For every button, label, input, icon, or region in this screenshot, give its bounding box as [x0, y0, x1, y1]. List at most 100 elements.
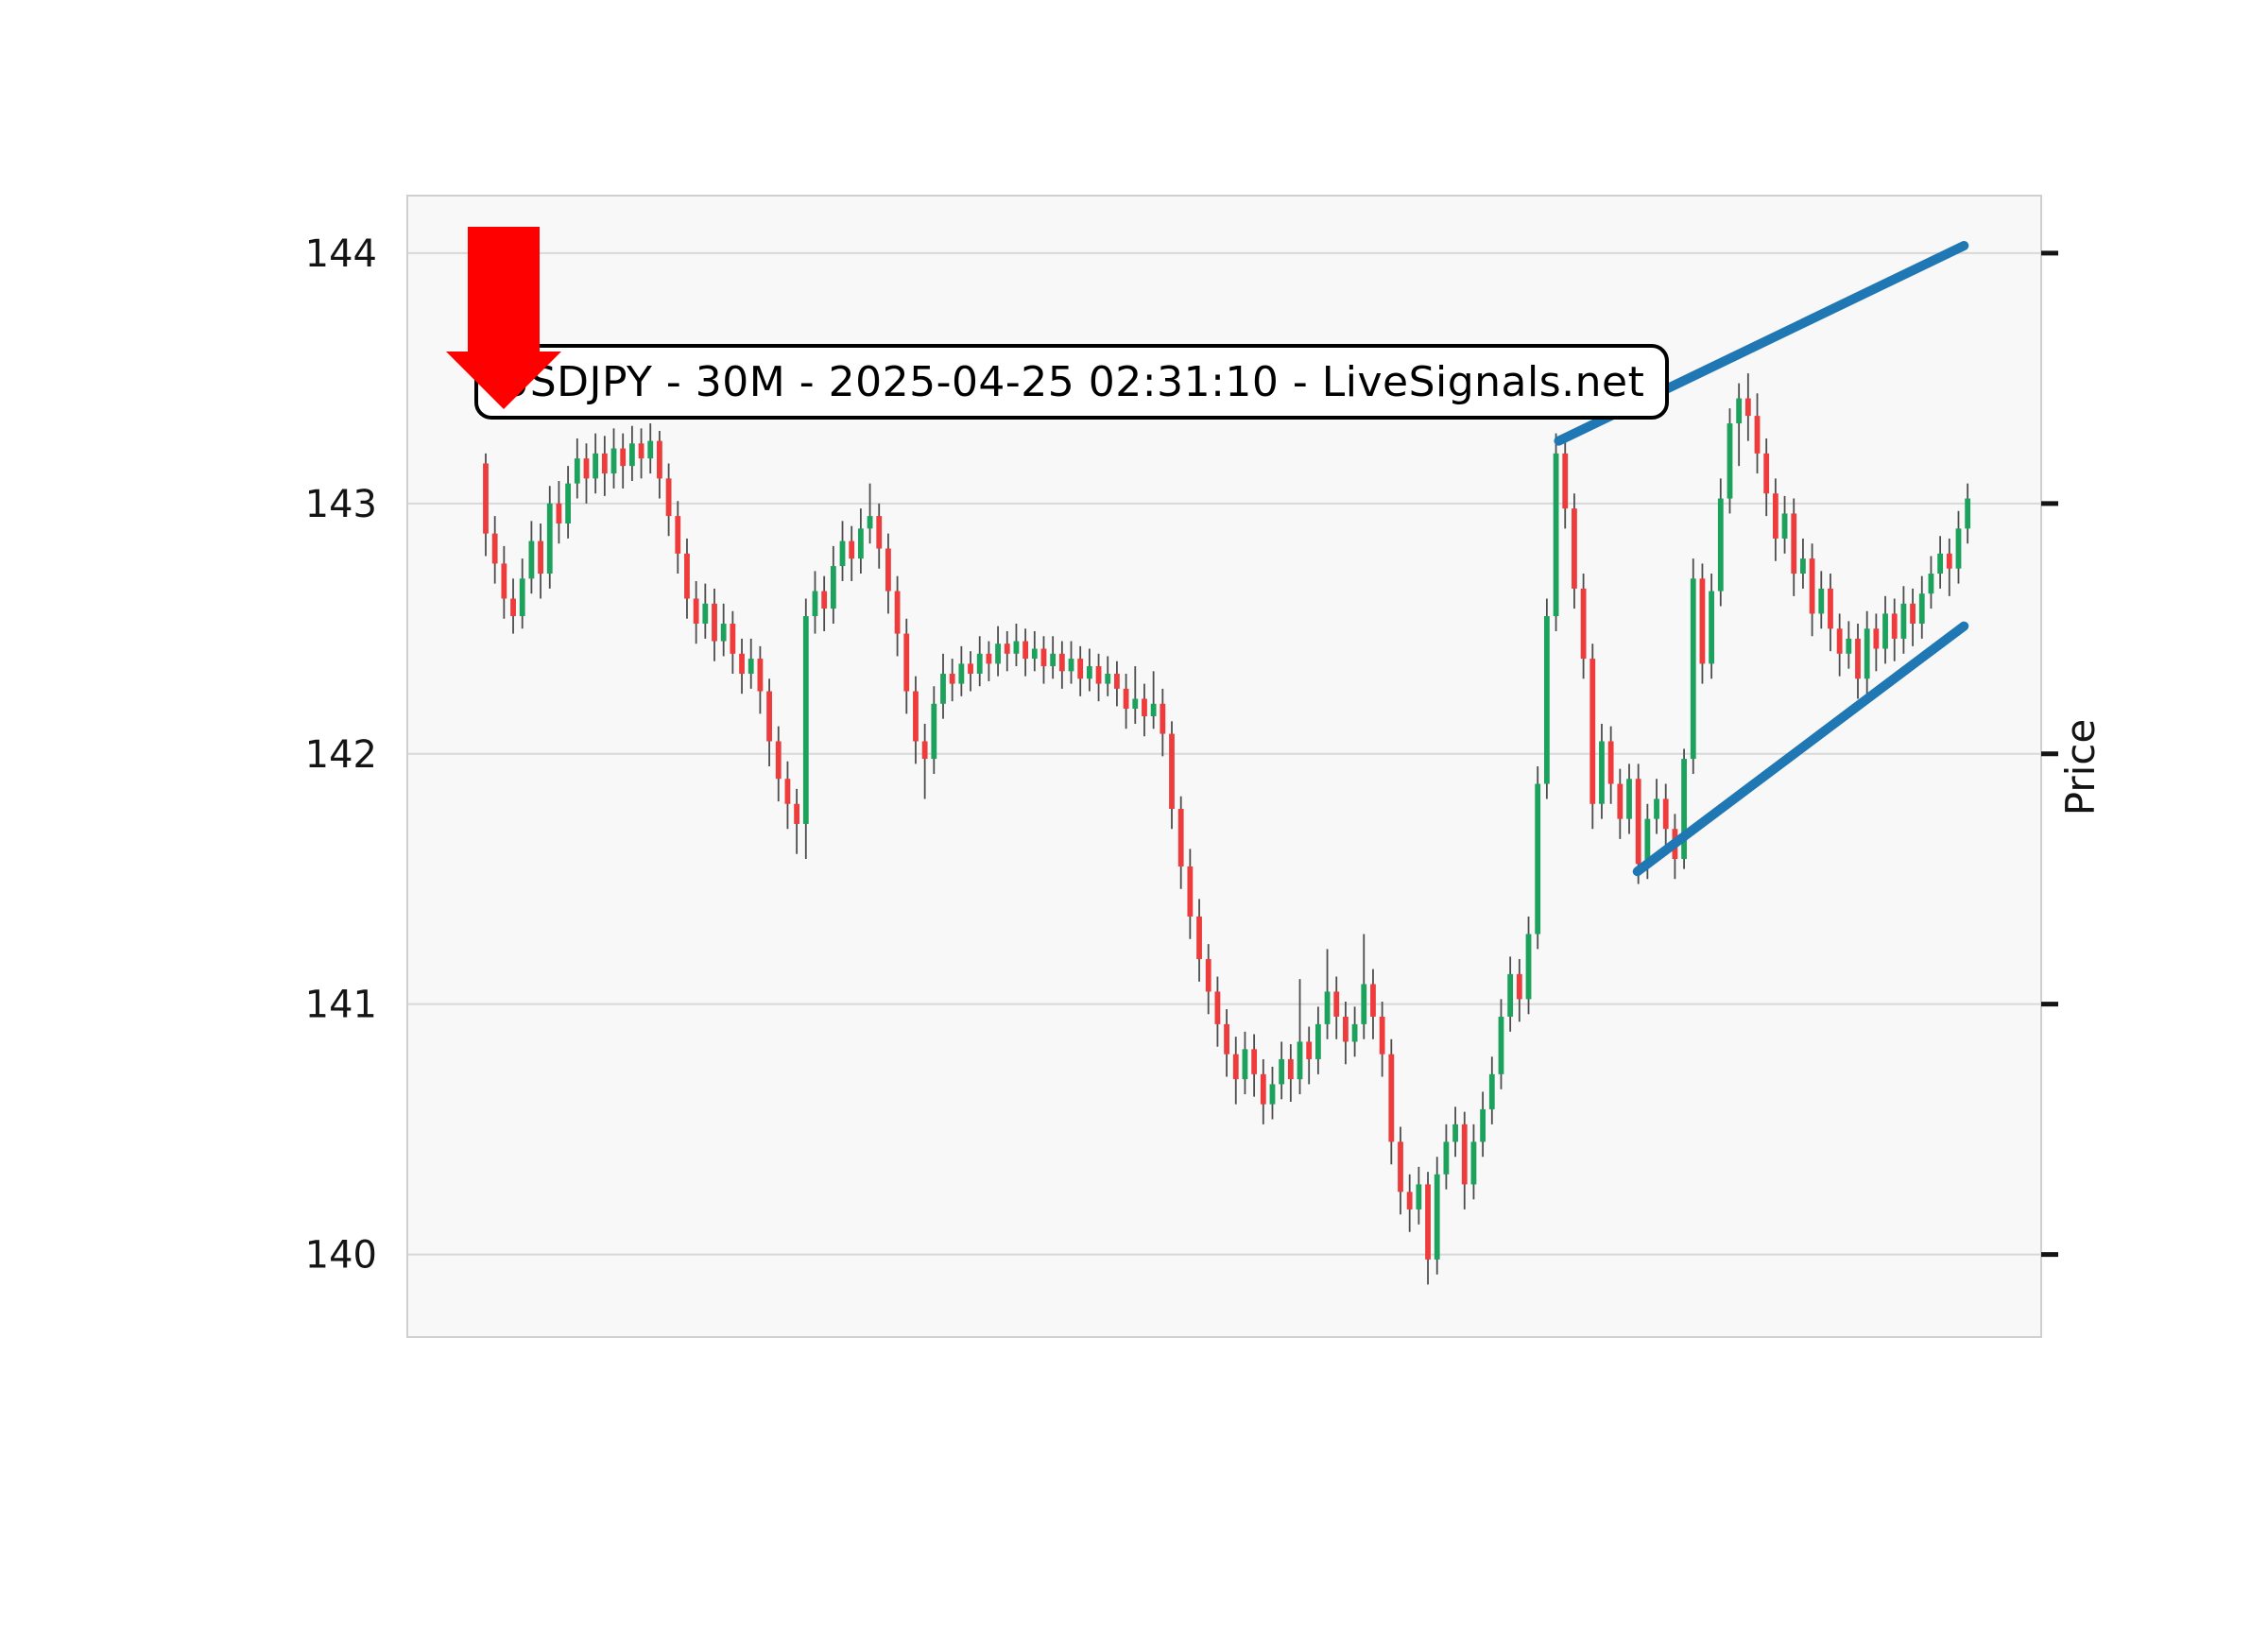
candle-body-up — [1105, 673, 1111, 684]
candle-body-down — [849, 540, 855, 559]
candle-body-down — [1461, 1124, 1468, 1185]
candle-body-up — [1498, 1016, 1504, 1074]
candle-body-up — [1507, 973, 1514, 1017]
candle-body-up — [1013, 641, 1020, 654]
candle-body-down — [538, 540, 543, 575]
candle-body-up — [1900, 603, 1907, 639]
candle-body-down — [1232, 1054, 1239, 1080]
candle-body-down — [1635, 779, 1641, 865]
candle-body-down — [1333, 991, 1340, 1017]
candle-body-up — [1818, 588, 1825, 614]
candle-body-down — [1388, 1054, 1395, 1142]
candle-body-up — [528, 540, 535, 579]
candle-body-down — [1114, 673, 1120, 689]
candle-body-down — [1205, 958, 1211, 992]
candle-body-up — [1470, 1141, 1477, 1185]
candle-body-up — [1269, 1084, 1276, 1105]
candle-body-down — [1891, 613, 1898, 639]
candle-body-down — [1572, 508, 1577, 589]
candle-body-down — [1224, 1023, 1229, 1055]
candle-body-down — [1607, 741, 1614, 784]
chart-title: USDJPY - 30M - 2025-04-25 02:31:10 - Liv… — [499, 357, 1645, 406]
candle-body-down — [1855, 638, 1861, 679]
candle-body-up — [1314, 1023, 1321, 1059]
candle-body-down — [665, 478, 672, 517]
candle-body-up — [1781, 513, 1788, 539]
candle-body-up — [839, 540, 846, 567]
candle-body-down — [1058, 653, 1065, 672]
candle-body-down — [794, 803, 800, 824]
candle-body-up — [1242, 1049, 1248, 1080]
candle-body-down — [876, 516, 883, 549]
candle-body-down — [601, 453, 608, 474]
candle-body-down — [1260, 1073, 1266, 1105]
candle-body-up — [1918, 593, 1925, 624]
candle-body-down — [1398, 1141, 1403, 1192]
candle-body-up — [1488, 1073, 1495, 1109]
y-tick-label: 140 — [305, 1234, 377, 1278]
candle-body-down — [675, 516, 681, 554]
candle-body-up — [1717, 498, 1724, 592]
y-tick-label: 143 — [305, 483, 377, 526]
candle-body-up — [574, 458, 580, 484]
candle-body-up — [702, 603, 709, 624]
candle-body-down — [821, 591, 828, 609]
y-tick-label: 142 — [305, 733, 377, 777]
candle-body-up — [1452, 1124, 1458, 1142]
candle-body-down — [1370, 984, 1376, 1017]
candle-body-down — [968, 663, 973, 674]
candle-body-down — [1699, 578, 1706, 664]
candle-body-down — [1836, 628, 1843, 654]
candle-body-up — [830, 566, 836, 609]
candle-body-down — [1589, 659, 1596, 804]
candle-body-up — [976, 653, 983, 674]
y-axis-tick-labels: 144 143 142 141 140 — [305, 232, 377, 1278]
candle-body-down — [1772, 493, 1778, 539]
candle-body-up — [1480, 1108, 1486, 1142]
candle-body-down — [775, 741, 782, 780]
candle-body-down — [483, 463, 489, 534]
candle-body-up — [1965, 498, 1971, 529]
candle-body-up — [1543, 616, 1550, 784]
candle-body-up — [747, 659, 754, 674]
candle-body-down — [638, 443, 644, 459]
candle-body-down — [739, 653, 745, 674]
candle-body-down — [913, 691, 919, 742]
y-tick-label: 144 — [305, 232, 377, 276]
candle-body-down — [712, 603, 717, 642]
candle-body-up — [812, 591, 818, 617]
candle-body-down — [1744, 398, 1751, 417]
candle-body-down — [1177, 809, 1184, 866]
candle-body-down — [1214, 991, 1221, 1024]
candle-body-down — [1946, 553, 1952, 569]
candle-body-down — [1406, 1192, 1413, 1210]
candle-body-up — [1031, 648, 1038, 660]
candle-body-up — [1068, 659, 1074, 672]
candle-body-up — [565, 483, 572, 524]
candle-body-up — [1361, 984, 1367, 1024]
candle-body-down — [1580, 588, 1587, 660]
candle-body-up — [1297, 1041, 1303, 1080]
candle-body-up — [1279, 1058, 1285, 1085]
candle-body-down — [1379, 1016, 1385, 1055]
candle-body-up — [1150, 703, 1157, 717]
candle-body-up — [720, 624, 727, 642]
candle-body-down — [1617, 783, 1624, 819]
candle-body-down — [766, 691, 772, 742]
candle-body-down — [757, 659, 764, 692]
y-axis-right-ticks — [2041, 250, 2058, 1258]
candle-body-down — [1287, 1058, 1294, 1080]
candle-body-up — [995, 643, 1001, 664]
candle-body-down — [1873, 628, 1880, 649]
candle-body-down — [894, 591, 901, 634]
candle-body-up — [1553, 453, 1559, 617]
candle-body-down — [1004, 643, 1010, 654]
candle-body-up — [1654, 798, 1659, 819]
candle-body-down — [1662, 798, 1669, 830]
candle-body-down — [1910, 603, 1916, 624]
candle-body-down — [501, 563, 507, 599]
candle-body-down — [1142, 698, 1147, 717]
candle-body-down — [1196, 916, 1202, 959]
candle-body-up — [867, 516, 873, 529]
candle-body-up — [519, 578, 525, 617]
